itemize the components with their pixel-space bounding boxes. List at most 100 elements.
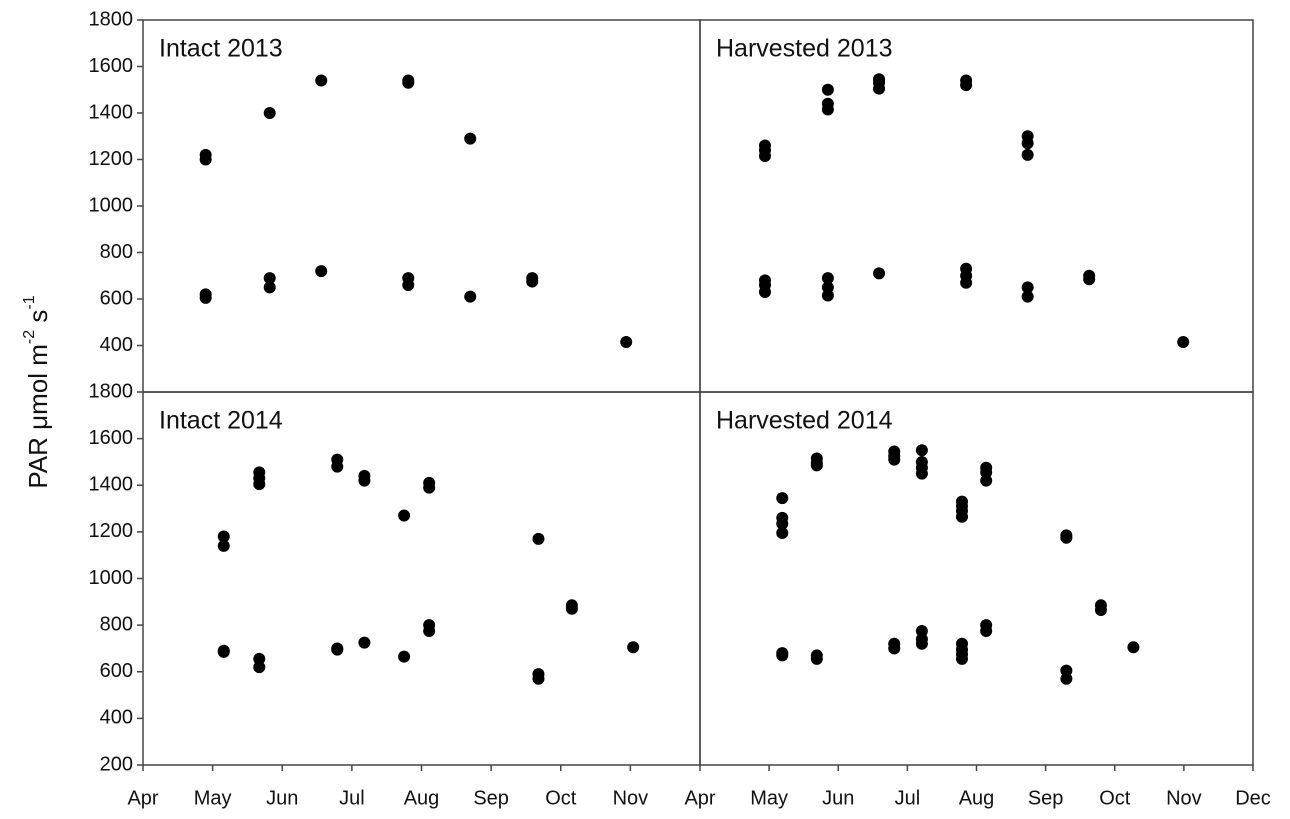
data-point [315,74,328,87]
data-point [263,107,276,119]
data-point [532,532,545,545]
y-tick-label: 1600 [89,427,134,449]
y-tick-label: 200 [100,753,133,775]
data-point [263,281,276,294]
data-point [627,641,640,654]
data-point [532,672,545,685]
data-point [1021,148,1034,161]
data-point [402,279,415,292]
data-point [960,79,973,92]
data-point [199,291,212,304]
x-tick-label: Jul [339,787,365,809]
data-point [423,481,436,494]
data-point [888,453,901,466]
data-point [217,530,230,543]
x-tick-label: Apr [684,787,715,809]
y-tick-label: 1800 [89,8,134,30]
x-tick-label: Sep [473,787,509,809]
x-tick-label: Nov [1166,787,1202,809]
data-point [358,636,371,649]
x-tick-label: Nov [613,787,649,809]
data-point [423,624,436,637]
x-tick-label: May [194,787,232,809]
x-tick-label: Jun [822,787,854,809]
x-tick-label: Jul [895,787,921,809]
panel-title: Intact 2014 [159,407,283,435]
data-point [217,645,230,658]
panel-frame [142,19,701,393]
data-point [1094,603,1107,616]
y-tick-label: 600 [100,660,133,682]
panel-title: Harvested 2013 [716,35,893,63]
x-tick-label: Aug [404,787,440,809]
data-point [398,509,411,522]
data-point [1127,641,1140,654]
data-point [821,289,834,302]
data-point [873,82,886,95]
data-point [776,649,789,662]
data-point [776,527,789,540]
x-tick-label: Sep [1028,787,1064,809]
y-tick-label: 400 [100,707,133,729]
y-axis-label: PAR μmol m-2 s-1 [21,295,53,488]
x-tick-label: Apr [127,787,158,809]
data-point [565,602,578,615]
y-tick-label: 600 [100,287,133,309]
panel-frame [699,391,1254,766]
data-point [402,76,415,89]
y-tick-label: 400 [100,334,133,356]
data-point [464,290,477,303]
data-point [263,272,276,285]
data-point [1083,273,1096,286]
data-point [1177,336,1190,349]
data-point [915,637,928,650]
data-point [253,478,266,491]
x-tick-label: Oct [545,787,577,809]
y-tick-label: 1800 [89,380,134,402]
data-point [810,652,823,665]
y-tick-label: 1400 [89,474,134,496]
y-tick-label: 1400 [89,101,134,123]
y-tick-label: 1000 [89,567,134,589]
data-point [526,275,539,288]
y-tick-label: 800 [100,613,133,635]
data-point [873,267,886,280]
x-tick-label: Aug [959,787,995,809]
panel-title: Intact 2013 [159,35,283,63]
data-point [217,539,230,552]
data-point [620,336,633,349]
data-point [776,517,789,530]
x-tick-label: Oct [1099,787,1131,809]
data-point [1021,281,1034,294]
data-point [1021,137,1034,150]
data-point [1060,672,1073,685]
data-point [915,467,928,480]
x-tick-label: Jun [266,787,298,809]
x-tick-label: Dec [1235,787,1271,809]
data-point [331,460,344,473]
y-tick-label: 800 [100,241,133,263]
y-tick-label: 1000 [89,194,134,216]
data-point [358,474,371,487]
panel-frame [142,391,701,766]
data-point [758,150,771,163]
data-point [331,643,344,656]
data-point [315,265,328,278]
data-point [253,661,266,674]
data-point [464,132,477,145]
panel-frame [699,19,1254,393]
data-point [955,652,968,665]
x-tick-label: May [750,787,788,809]
data-point [955,510,968,523]
data-point [960,276,973,289]
y-tick-label: 1200 [89,520,134,542]
y-tick-label: 1200 [89,148,134,170]
data-point [1021,290,1034,303]
data-point [980,624,993,637]
data-point [915,444,928,457]
data-point [980,474,993,487]
panel-title: Harvested 2014 [716,407,893,435]
data-point [888,642,901,655]
data-point [776,492,789,505]
